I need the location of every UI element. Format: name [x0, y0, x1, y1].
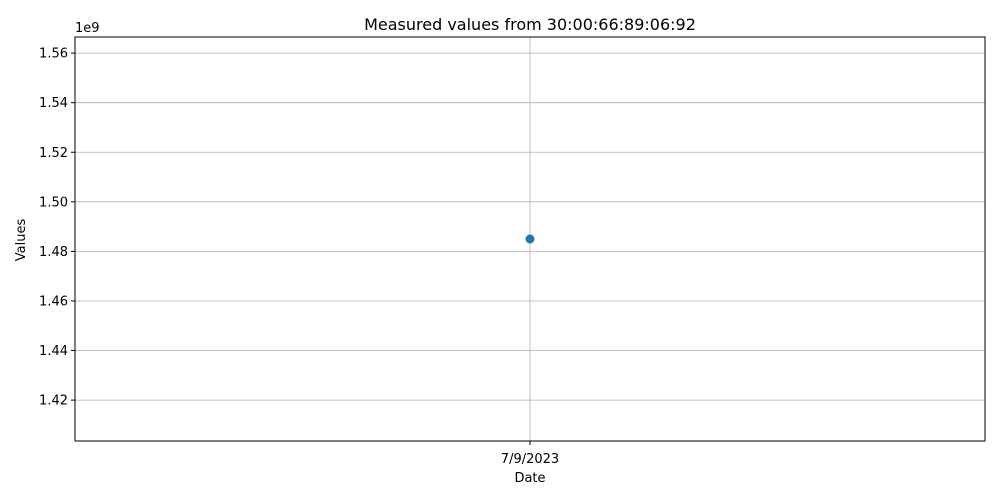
plot-area-frame [74, 36, 986, 442]
y-tick-label: 1.54 [39, 96, 68, 111]
grid [75, 37, 985, 441]
data-points [525, 234, 535, 244]
ticks: 1.42 1.44 1.46 1.48 1.50 1.52 1.54 1.56 7/9/2023 [39, 47, 559, 467]
y-axis-label: Values [14, 219, 29, 262]
x-tick-label: 7/9/2023 [501, 452, 559, 467]
y-tick-label: 1.44 [39, 344, 68, 359]
y-tick-label: 1.56 [39, 47, 68, 62]
data-point [525, 234, 535, 244]
y-tick-label: 1.42 [39, 394, 68, 409]
y-tick-label: 1.52 [39, 146, 68, 161]
y-tick-label: 1.48 [39, 245, 68, 260]
y-axis-offset-label: 1e9 [75, 21, 100, 36]
y-tick-label: 1.50 [39, 195, 68, 210]
y-tick-label: 1.46 [39, 294, 68, 309]
x-axis-label: Date [514, 471, 545, 486]
chart-title: Measured values from 30:00:66:89:06:92 [364, 15, 696, 34]
